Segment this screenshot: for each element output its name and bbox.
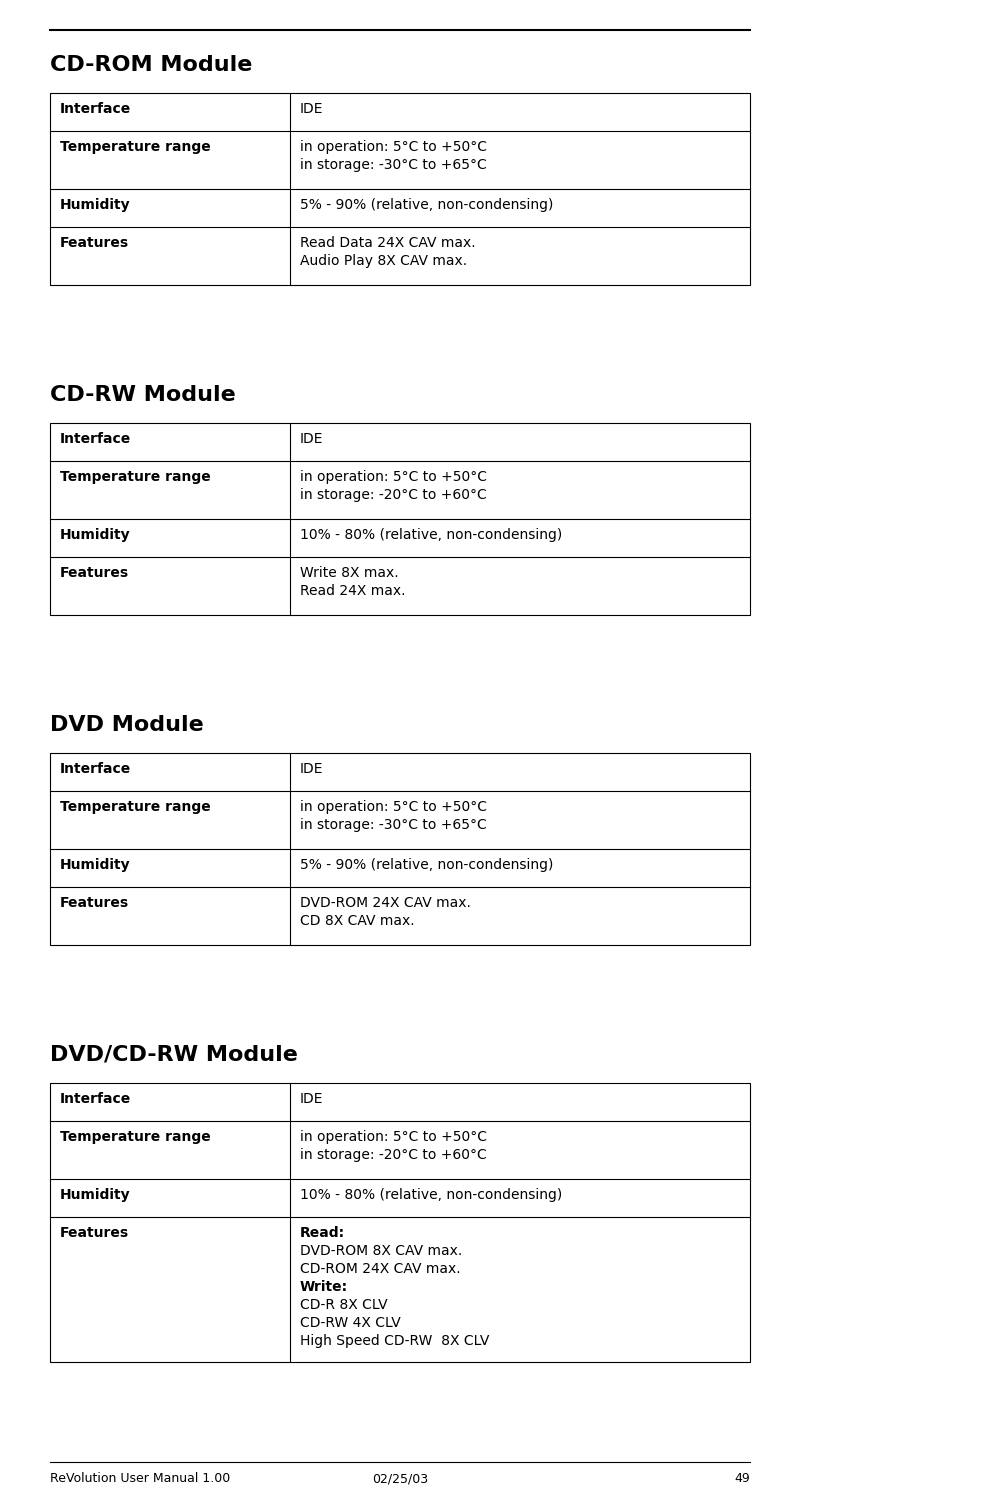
Text: Interface: Interface: [60, 102, 131, 117]
Text: DVD-ROM 24X CAV max.: DVD-ROM 24X CAV max.: [300, 896, 471, 910]
Text: Features: Features: [60, 896, 129, 910]
Bar: [50, 1083, 750, 1361]
Text: ReVolution User Manual 1.00: ReVolution User Manual 1.00: [50, 1472, 231, 1486]
Text: High Speed CD-RW  8X CLV: High Speed CD-RW 8X CLV: [300, 1334, 489, 1348]
Text: in storage: -20°C to +60°C: in storage: -20°C to +60°C: [300, 1147, 487, 1162]
Bar: [50, 423, 750, 615]
Text: Temperature range: Temperature range: [60, 141, 211, 154]
Text: 5% - 90% (relative, non-condensing): 5% - 90% (relative, non-condensing): [300, 197, 553, 212]
Text: CD 8X CAV max.: CD 8X CAV max.: [300, 914, 415, 928]
Text: Audio Play 8X CAV max.: Audio Play 8X CAV max.: [300, 254, 467, 268]
Text: IDE: IDE: [300, 432, 323, 446]
Text: Read:: Read:: [300, 1227, 345, 1240]
Text: in storage: -30°C to +65°C: in storage: -30°C to +65°C: [300, 159, 487, 172]
Text: Write:: Write:: [300, 1281, 348, 1294]
Text: Write 8X max.: Write 8X max.: [300, 565, 398, 580]
Text: IDE: IDE: [300, 761, 323, 776]
Text: Humidity: Humidity: [60, 859, 130, 872]
Text: CD-ROM Module: CD-ROM Module: [50, 55, 252, 75]
Text: Humidity: Humidity: [60, 1188, 130, 1201]
Text: IDE: IDE: [300, 1092, 323, 1106]
Text: Temperature range: Temperature range: [60, 800, 211, 814]
Text: 49: 49: [735, 1472, 750, 1486]
Text: DVD-ROM 8X CAV max.: DVD-ROM 8X CAV max.: [300, 1245, 462, 1258]
Text: DVD Module: DVD Module: [50, 715, 204, 735]
Text: Interface: Interface: [60, 1092, 131, 1106]
Text: IDE: IDE: [300, 102, 323, 117]
Text: Features: Features: [60, 236, 129, 250]
Text: in operation: 5°C to +50°C: in operation: 5°C to +50°C: [300, 1129, 487, 1144]
Text: CD-R 8X CLV: CD-R 8X CLV: [300, 1299, 387, 1312]
Text: in operation: 5°C to +50°C: in operation: 5°C to +50°C: [300, 470, 487, 485]
Text: Features: Features: [60, 1227, 129, 1240]
Text: Features: Features: [60, 565, 129, 580]
Text: Temperature range: Temperature range: [60, 1129, 211, 1144]
Text: Interface: Interface: [60, 761, 131, 776]
Text: in operation: 5°C to +50°C: in operation: 5°C to +50°C: [300, 141, 487, 154]
Text: 5% - 90% (relative, non-condensing): 5% - 90% (relative, non-condensing): [300, 859, 553, 872]
Text: 10% - 80% (relative, non-condensing): 10% - 80% (relative, non-condensing): [300, 528, 562, 542]
Text: 02/25/03: 02/25/03: [372, 1472, 428, 1486]
Text: CD-ROM 24X CAV max.: CD-ROM 24X CAV max.: [300, 1263, 460, 1276]
Text: Humidity: Humidity: [60, 528, 130, 542]
Text: in operation: 5°C to +50°C: in operation: 5°C to +50°C: [300, 800, 487, 814]
Text: Temperature range: Temperature range: [60, 470, 211, 485]
Text: in storage: -20°C to +60°C: in storage: -20°C to +60°C: [300, 488, 487, 503]
Text: in storage: -30°C to +65°C: in storage: -30°C to +65°C: [300, 818, 487, 832]
Bar: [50, 93, 750, 286]
Text: DVD/CD-RW Module: DVD/CD-RW Module: [50, 1046, 298, 1065]
Bar: [50, 752, 750, 945]
Text: CD-RW 4X CLV: CD-RW 4X CLV: [300, 1316, 400, 1330]
Text: 10% - 80% (relative, non-condensing): 10% - 80% (relative, non-condensing): [300, 1188, 562, 1201]
Text: CD-RW Module: CD-RW Module: [50, 384, 236, 405]
Text: Read 24X max.: Read 24X max.: [300, 583, 405, 598]
Text: Humidity: Humidity: [60, 197, 130, 212]
Text: Interface: Interface: [60, 432, 131, 446]
Text: Read Data 24X CAV max.: Read Data 24X CAV max.: [300, 236, 475, 250]
